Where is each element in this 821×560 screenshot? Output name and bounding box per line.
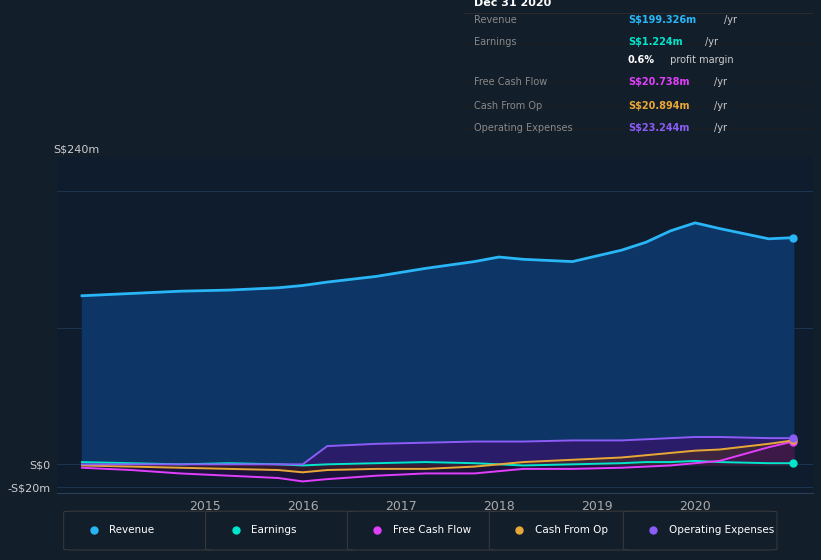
Text: /yr: /yr [705,37,718,47]
Text: Free Cash Flow: Free Cash Flow [475,77,548,87]
FancyBboxPatch shape [205,511,360,550]
Text: /yr: /yr [714,77,727,87]
Text: profit margin: profit margin [667,55,734,66]
Text: S$199.326m: S$199.326m [628,15,696,25]
Text: Revenue: Revenue [109,525,154,535]
FancyBboxPatch shape [64,511,218,550]
FancyBboxPatch shape [623,511,777,550]
Text: S$23.244m: S$23.244m [628,123,690,133]
Text: S$240m: S$240m [53,144,99,154]
Text: Earnings: Earnings [475,37,517,47]
Text: Operating Expenses: Operating Expenses [669,525,774,535]
Text: Cash From Op: Cash From Op [475,101,543,111]
Text: Free Cash Flow: Free Cash Flow [393,525,471,535]
Text: Dec 31 2020: Dec 31 2020 [475,0,552,8]
Text: Revenue: Revenue [475,15,517,25]
Text: /yr: /yr [714,101,727,111]
Text: /yr: /yr [724,15,736,25]
Text: /yr: /yr [714,123,727,133]
Text: 0.6%: 0.6% [628,55,655,66]
Text: S$20.738m: S$20.738m [628,77,690,87]
Text: Earnings: Earnings [251,525,297,535]
FancyBboxPatch shape [347,511,501,550]
Text: S$20.894m: S$20.894m [628,101,690,111]
FancyBboxPatch shape [489,511,643,550]
Text: Operating Expenses: Operating Expenses [475,123,573,133]
Text: Cash From Op: Cash From Op [535,525,608,535]
Text: S$1.224m: S$1.224m [628,37,682,47]
